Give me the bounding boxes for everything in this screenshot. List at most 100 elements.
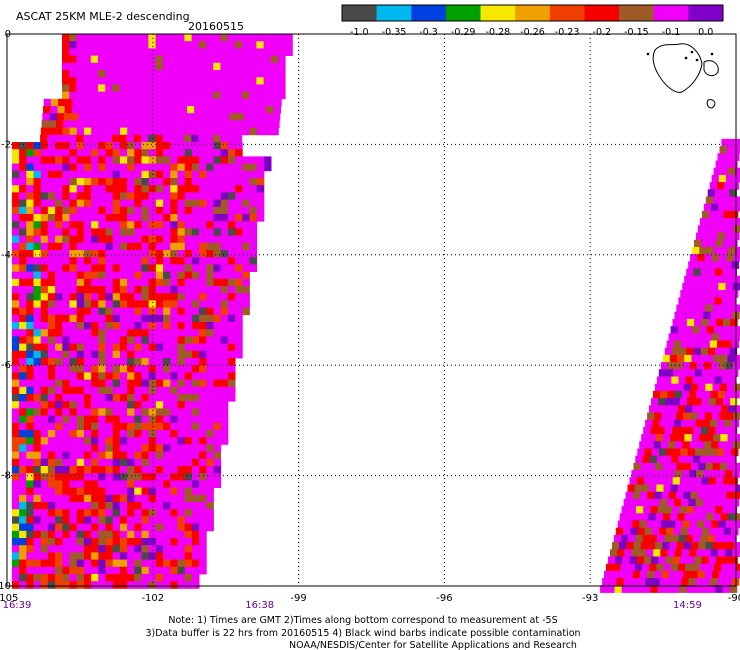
swath-cell <box>199 307 207 316</box>
swath-cell <box>706 405 715 413</box>
swath-cell <box>184 473 193 481</box>
swath-cell <box>91 142 99 150</box>
swath-cell <box>69 559 78 568</box>
swath-cell <box>704 412 713 421</box>
swath-cell <box>155 372 164 380</box>
swath-cell <box>33 473 42 481</box>
swath-cell <box>242 264 250 272</box>
swath-cell <box>213 466 222 474</box>
swath-cell <box>112 430 121 438</box>
swath-cell <box>242 214 250 222</box>
swath-cell <box>119 185 128 193</box>
swath-cell <box>683 570 691 579</box>
swath-cell <box>227 77 236 85</box>
swath-cell <box>227 322 236 330</box>
swath-cell <box>717 232 726 241</box>
swath-cell <box>228 127 236 136</box>
swath-cell <box>47 134 55 143</box>
swath-cell <box>47 228 56 236</box>
swath-cell <box>721 534 730 543</box>
swath-cell <box>26 242 34 251</box>
swath-cell <box>206 149 214 157</box>
swath-cell <box>76 178 85 186</box>
swath-cell <box>199 494 207 503</box>
swath-cell <box>11 350 20 359</box>
swath-cell <box>98 422 106 431</box>
swath-cell <box>163 307 171 316</box>
swath-cell <box>155 77 164 85</box>
swath-cell <box>170 458 178 467</box>
swath-cell <box>76 142 85 150</box>
swath-cell <box>106 120 114 128</box>
swath-cell <box>680 369 688 377</box>
swath-cell <box>119 250 128 258</box>
swath-cell <box>127 336 135 344</box>
swath-cell <box>134 91 142 100</box>
swath-cell <box>184 530 193 539</box>
swath-cell <box>693 426 702 435</box>
swath-cell <box>256 127 265 136</box>
swath-cell <box>55 286 63 294</box>
swath-cell <box>47 358 56 366</box>
swath-cell <box>62 487 70 496</box>
swath-cell <box>206 62 214 71</box>
swath-cell <box>708 506 716 514</box>
swath-cell <box>256 214 265 222</box>
swath-cell <box>206 408 214 416</box>
swath-cell <box>40 286 49 294</box>
swath-cell <box>62 192 70 200</box>
swath-cell <box>91 185 99 193</box>
swath-cell <box>163 487 171 496</box>
swath-cell <box>199 300 207 308</box>
swath-cell <box>105 271 114 280</box>
swath-cell <box>127 545 135 553</box>
swath-cell <box>40 314 49 323</box>
swath-cell <box>40 142 49 150</box>
swath-cell <box>148 127 157 136</box>
swath-cell <box>11 372 20 380</box>
swath-cell <box>265 113 274 121</box>
swath-cell <box>33 178 42 186</box>
swath-cell <box>731 498 740 507</box>
swath-cell <box>47 286 56 294</box>
swath-cell <box>134 77 142 85</box>
swath-cell <box>105 480 114 488</box>
swath-cell <box>220 149 229 157</box>
swath-cell <box>227 358 236 366</box>
swath-cell <box>70 120 78 128</box>
swath-cell <box>127 516 135 524</box>
swath-cell <box>263 163 272 172</box>
swath-cell <box>148 502 157 510</box>
swath-cell <box>717 470 726 478</box>
swath-cell <box>126 62 135 71</box>
swath-cell <box>105 466 114 474</box>
swath-cell <box>127 574 135 582</box>
swath-cell <box>717 578 725 586</box>
swath-cell <box>47 566 56 575</box>
swath-cell <box>134 386 142 395</box>
swath-cell <box>155 41 164 49</box>
swath-cell <box>263 34 272 42</box>
swath-cell <box>76 250 85 258</box>
swath-cell <box>696 232 704 241</box>
swath-cell <box>613 563 621 572</box>
swath-cell <box>191 271 200 280</box>
swath-cell <box>11 538 20 546</box>
swath-cell <box>163 221 171 229</box>
swath-cell <box>105 84 113 92</box>
swath-cell <box>76 127 85 136</box>
swath-cell <box>33 142 42 150</box>
swath-cell <box>220 386 229 395</box>
swath-cell <box>662 434 671 442</box>
swath-cell <box>119 322 128 330</box>
swath-cell <box>691 542 699 550</box>
swath-cell <box>227 300 236 308</box>
swath-cell <box>672 318 681 327</box>
swath-cell <box>662 354 671 363</box>
swath-cell <box>119 451 128 460</box>
swath-cell <box>33 458 42 467</box>
swath-cell <box>141 48 149 56</box>
swath-cell <box>79 98 88 107</box>
swath-cell <box>115 98 124 107</box>
swath-cell <box>62 430 70 438</box>
